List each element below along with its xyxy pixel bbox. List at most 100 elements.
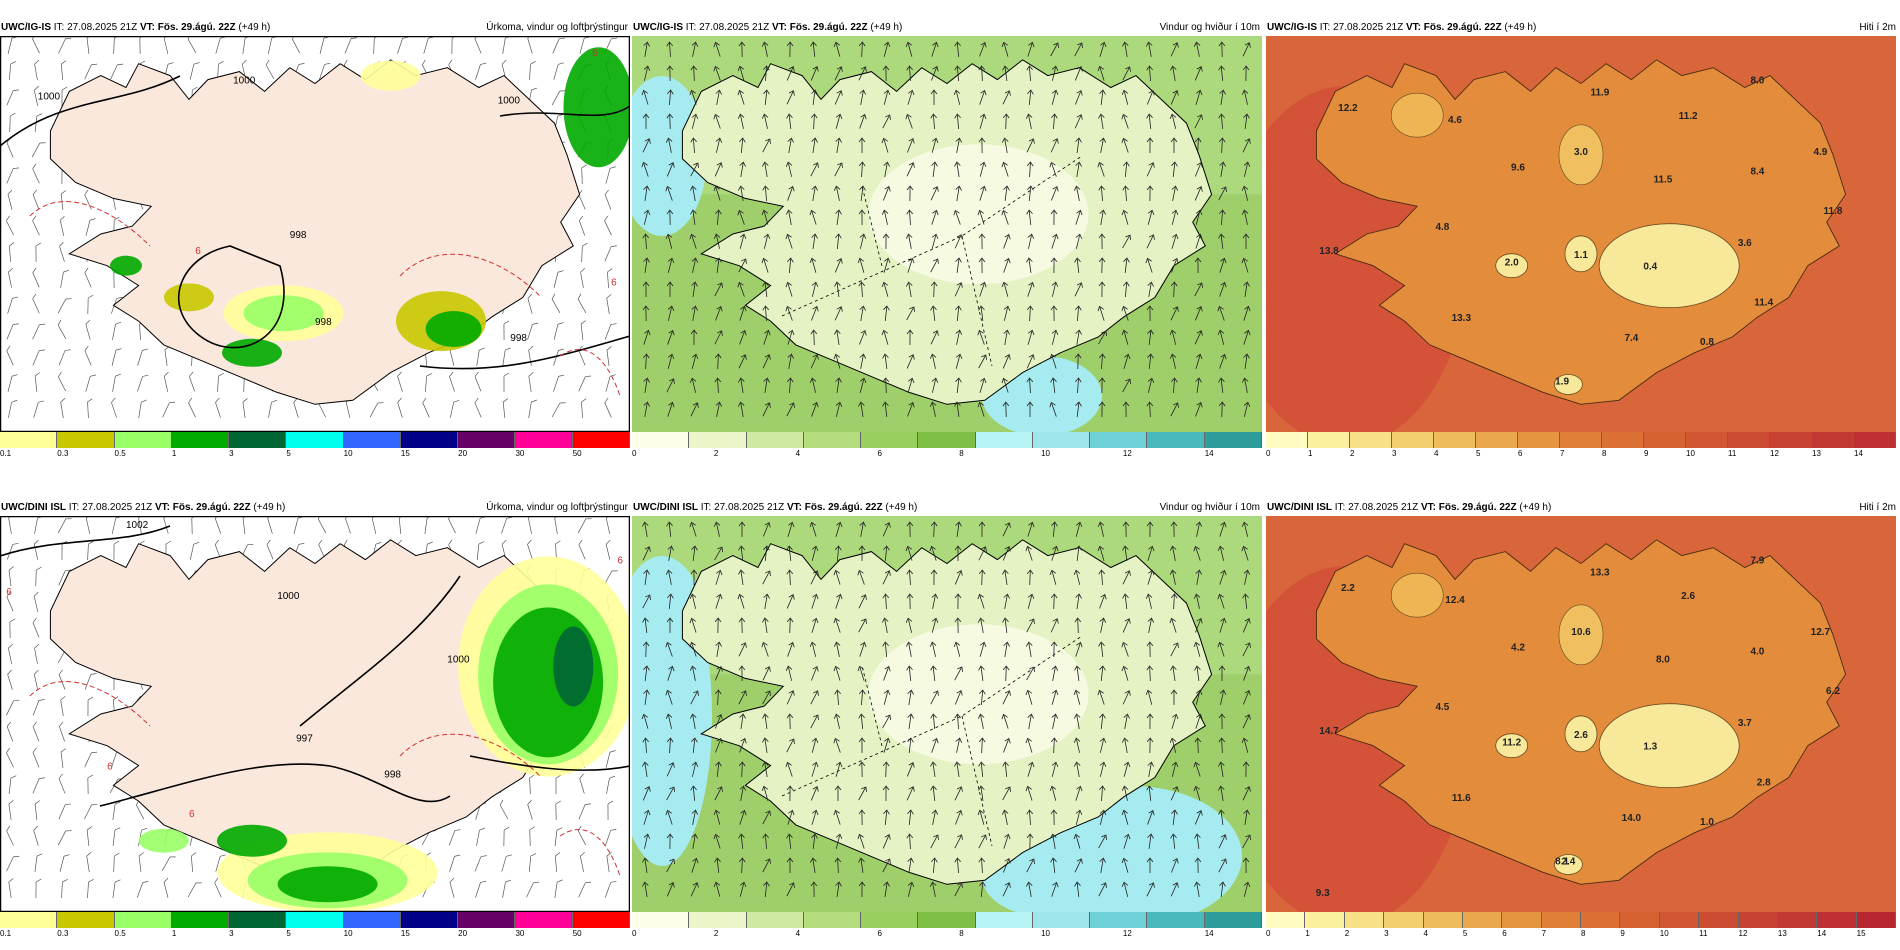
wind-arrow xyxy=(979,881,986,898)
isobar-label: 6 xyxy=(592,48,598,59)
precip-area xyxy=(243,295,324,332)
wind-arrow xyxy=(907,857,914,873)
wind-barb xyxy=(110,63,124,80)
panel-header: UWC/IG-IS IT: 27.08.2025 21Z VT: Fös. 29… xyxy=(0,0,632,36)
wind-arrow xyxy=(1001,713,1009,729)
wind-barb xyxy=(554,879,563,898)
wind-arrow xyxy=(979,89,987,105)
wind-barb xyxy=(501,854,512,872)
wind-barb xyxy=(449,371,455,392)
wind-arrow xyxy=(811,665,819,681)
wind-arrow xyxy=(1099,41,1107,57)
wind-arrow xyxy=(1195,233,1203,249)
wind-arrow xyxy=(931,41,939,57)
wind-barb xyxy=(528,853,537,872)
wind-arrow xyxy=(835,521,843,537)
wind-barb xyxy=(551,402,566,418)
colorbar-tick-label: 6 xyxy=(877,449,882,458)
colorbar-swatch xyxy=(343,432,401,448)
wind-barb xyxy=(112,879,121,898)
wind-arrow xyxy=(1098,330,1107,345)
wind-arrow xyxy=(1242,689,1251,705)
colorbar-tick-label: 1 xyxy=(1308,449,1313,458)
wind-arrow xyxy=(954,545,962,562)
wind-arrow xyxy=(763,89,770,106)
temp-contour xyxy=(29,201,621,397)
wind-barb xyxy=(86,852,92,872)
wind-arrow xyxy=(954,857,961,874)
it-label: IT: xyxy=(1319,22,1331,33)
wind-arrow xyxy=(1026,65,1033,82)
wind-arrow xyxy=(691,761,699,777)
temp-value-label: 4.6 xyxy=(1448,115,1462,126)
glacier-langjokull xyxy=(1495,253,1529,279)
colorbar-swatch xyxy=(1147,432,1205,448)
wind-arrow xyxy=(954,882,963,897)
wind-arrow xyxy=(786,569,794,586)
wind-arrow xyxy=(666,762,675,777)
wind-barb xyxy=(34,113,43,132)
wind-arrow xyxy=(713,833,721,849)
wind-arrow xyxy=(1026,377,1034,394)
wind-arrow xyxy=(643,665,650,681)
wind-arrow xyxy=(1027,521,1035,537)
wind-barb xyxy=(87,879,94,899)
wind-arrow xyxy=(1195,401,1203,417)
wind-arrow xyxy=(834,689,841,706)
wind-arrow xyxy=(690,402,699,417)
wind-arrow xyxy=(787,185,795,201)
wind-barb xyxy=(604,245,617,262)
wind-arrow xyxy=(787,809,795,825)
wind-arrow xyxy=(667,665,675,681)
wind-arrow xyxy=(1026,809,1034,826)
wind-arrow xyxy=(834,329,841,345)
wind-arrow xyxy=(1026,833,1034,850)
wind-arrow xyxy=(786,857,794,874)
wind-arrow xyxy=(643,569,650,585)
wind-barb xyxy=(8,267,13,288)
wind-arrow xyxy=(1243,281,1250,297)
wind-arrow xyxy=(954,689,963,705)
wind-arrow xyxy=(786,594,795,609)
wind-arrow xyxy=(691,41,699,57)
wind-arrow xyxy=(1050,857,1057,874)
wind-barb xyxy=(33,591,39,612)
wind-arrow xyxy=(858,281,866,298)
wind-arrow xyxy=(1242,857,1250,874)
wind-arrow xyxy=(1194,305,1203,321)
wind-arrow xyxy=(906,209,914,226)
glacier-hofsjokull xyxy=(1564,235,1598,273)
wind-arrow xyxy=(1193,761,1201,777)
wind-arrow xyxy=(811,401,819,417)
wind-arrow xyxy=(883,809,890,826)
lead-time: (+49 h) xyxy=(1519,502,1552,513)
wind-barb xyxy=(474,397,482,418)
wind-arrow xyxy=(979,161,987,177)
wind-arrow xyxy=(690,785,697,802)
model-name: UWC/IG-IS xyxy=(633,22,683,33)
wind-arrow xyxy=(1242,761,1250,778)
wind-barb xyxy=(33,669,39,690)
wind-arrow xyxy=(834,785,842,802)
wind-arrow xyxy=(1122,521,1130,538)
wind-arrow xyxy=(858,137,866,154)
wind-arrow xyxy=(809,521,817,537)
wind-arrow xyxy=(715,209,722,226)
colorbar-swatch xyxy=(1032,432,1091,448)
precip-area xyxy=(360,60,421,91)
wind-arrow xyxy=(883,689,891,705)
colorbar-swatch xyxy=(1560,432,1602,448)
wind-arrow xyxy=(1121,137,1129,153)
isobar-label: 1000 xyxy=(498,95,521,106)
wind-arrow xyxy=(1075,137,1082,153)
wind-arrow xyxy=(954,666,963,681)
wind-barb xyxy=(35,566,42,587)
wind-arrow xyxy=(787,257,794,274)
wind-arrow xyxy=(1027,233,1035,249)
wind-arrow xyxy=(666,41,674,58)
wind-arrow xyxy=(691,857,699,873)
colorbar-swatch xyxy=(1770,432,1812,448)
colorbar-tick-label: 5 xyxy=(286,929,291,938)
wind-arrow xyxy=(739,713,746,729)
wind-arrow xyxy=(1243,329,1251,345)
